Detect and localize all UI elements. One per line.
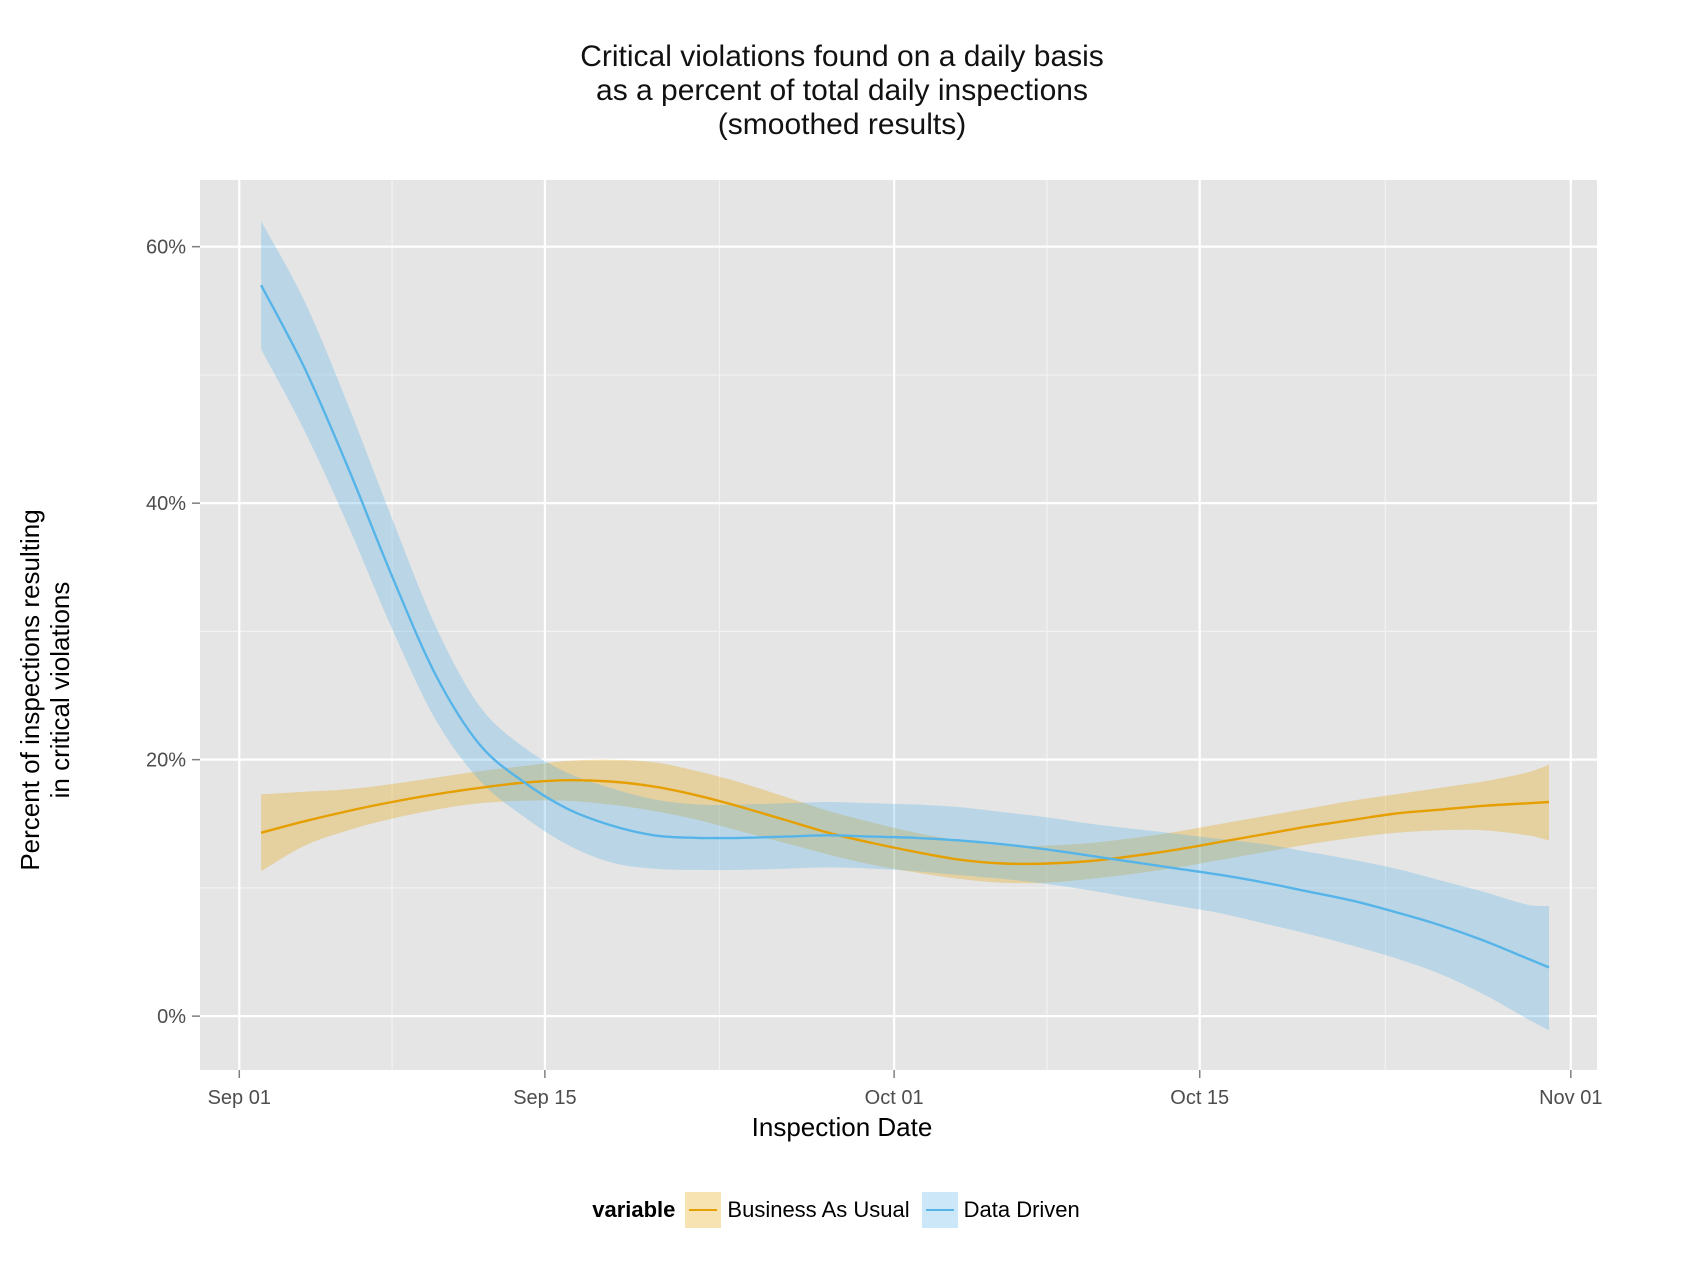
legend: variable Business As Usual Data Driven (0, 1192, 1684, 1228)
confidence-band-data-driven (261, 221, 1550, 1031)
legend-key-business-as-usual (685, 1192, 722, 1228)
chart-title-line-2: as a percent of total daily inspections (596, 74, 1088, 107)
chart-title-line-3: (smoothed results) (717, 108, 967, 141)
series-line-data-driven (260, 284, 1550, 969)
series-line-business-as-usual (260, 778, 1550, 866)
legend-item-data-driven: Data Driven (921, 1192, 1086, 1228)
legend-label-data-driven: Data Driven (963, 1197, 1080, 1222)
x-tick-label: Oct 15 (1170, 1087, 1229, 1109)
x-tick-label: Oct 01 (865, 1087, 924, 1109)
y-tick-label: 60% (146, 237, 186, 259)
x-axis-title: Inspection Date (751, 1112, 933, 1142)
confidence-band-business-as-usual (261, 759, 1550, 884)
legend-title: variable (592, 1197, 676, 1222)
y-tick-label: 0% (157, 1006, 186, 1028)
y-axis-title: Percent of inspections resulting in crit… (15, 410, 75, 970)
y-axis-title-line-2: in critical violations (45, 581, 75, 799)
legend-key-data-driven (921, 1192, 958, 1228)
y-tick-label: 40% (146, 493, 186, 515)
chart-title-line-1: Critical violations found on a daily bas… (580, 40, 1104, 73)
x-tick-label: Sep 01 (208, 1087, 271, 1109)
y-tick-label: 20% (146, 750, 186, 772)
legend-item-business-as-usual: Business As Usual (685, 1192, 915, 1228)
legend-label-business-as-usual: Business As Usual (727, 1197, 910, 1222)
x-tick-label: Sep 15 (513, 1087, 576, 1109)
y-axis-title-line-1: Percent of inspections resulting (15, 509, 45, 871)
plot-panel (200, 180, 1597, 1070)
x-tick-label: Nov 01 (1539, 1087, 1602, 1109)
